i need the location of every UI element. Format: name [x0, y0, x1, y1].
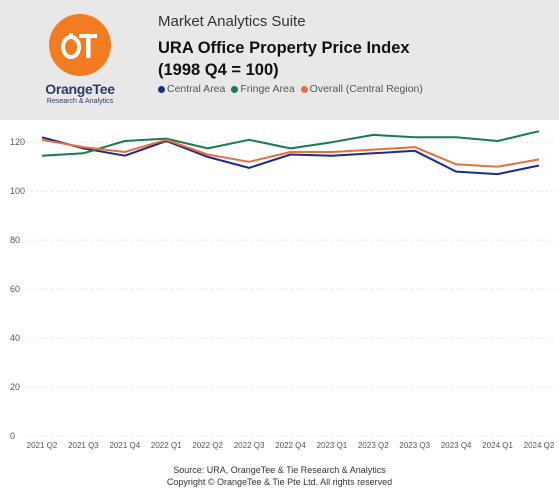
legend-item-fringe-area[interactable]: Fringe Area: [231, 83, 295, 95]
chart-title-line1: URA Office Property Price Index: [158, 39, 410, 57]
x-tick-label-12: 2024 Q2: [524, 441, 555, 450]
x-tick-label-4: 2022 Q2: [192, 441, 223, 450]
y-tick-label-120: 120: [10, 137, 25, 147]
x-tick-label-1: 2021 Q3: [68, 441, 99, 450]
x-tick-label-6: 2022 Q4: [275, 441, 306, 450]
y-tick-label-0: 0: [10, 431, 15, 441]
chart-legend: Central Area Fringe Area Overall (Centra…: [158, 83, 423, 95]
legend-label-overall: Overall (Central Region): [309, 83, 423, 95]
legend-label-fringe-area: Fringe Area: [240, 83, 295, 95]
series-line-0: [41, 136, 540, 176]
y-tick-label-40: 40: [10, 333, 20, 343]
y-tick-label-60: 60: [10, 284, 20, 294]
line-chart: 0 20 40 60 80 100 120 2021 Q2 2021 Q3 2021 Q4 2022…: [10, 130, 556, 450]
x-tick-label-0: 2021 Q2: [27, 441, 58, 450]
series-line-1: [41, 130, 540, 157]
report-header: OrangeTee Research & Analytics Market An…: [0, 0, 559, 120]
brand-name: OrangeTee: [45, 81, 115, 97]
legend-item-central-area[interactable]: Central Area: [158, 83, 225, 95]
series-line-2: [41, 138, 540, 168]
x-tick-label-2: 2021 Q4: [109, 441, 140, 450]
chart-title: URA Office Property Price Index (1998 Q4…: [158, 37, 410, 81]
legend-label-central-area: Central Area: [167, 83, 226, 95]
brand-tagline: Research & Analytics: [46, 98, 114, 105]
x-tick-label-7: 2023 Q1: [317, 441, 348, 450]
legend-dot-fringe-area: [231, 85, 239, 93]
x-tick-label-11: 2024 Q1: [482, 441, 513, 450]
y-tick-label-80: 80: [10, 235, 20, 245]
legend-dot-overall: [300, 85, 308, 93]
x-tick-label-10: 2023 Q4: [441, 441, 472, 450]
y-tick-label-100: 100: [10, 186, 25, 196]
x-tick-label-3: 2022 Q1: [151, 441, 182, 450]
orangetee-logo: [49, 14, 111, 76]
x-tick-label-5: 2022 Q3: [234, 441, 265, 450]
x-tick-label-9: 2023 Q3: [399, 441, 430, 450]
x-tick-label-8: 2023 Q2: [358, 441, 389, 450]
report-footer: Source: URA, OrangeTee & Tie Research & …: [0, 464, 559, 488]
y-tick-label-20: 20: [10, 382, 20, 392]
chart-title-line2: (1998 Q4 = 100): [158, 61, 279, 79]
copyright-note: Copyright © OrangeTee & Tie Pte Ltd. All…: [166, 477, 393, 487]
source-note: Source: URA, OrangeTee & Tie Research & …: [173, 465, 386, 475]
suite-name: Market Analytics Suite: [158, 13, 306, 30]
legend-dot-central-area: [158, 85, 165, 93]
legend-item-overall[interactable]: Overall (Central Region): [300, 83, 423, 95]
logo-mark-icon: [61, 33, 97, 59]
